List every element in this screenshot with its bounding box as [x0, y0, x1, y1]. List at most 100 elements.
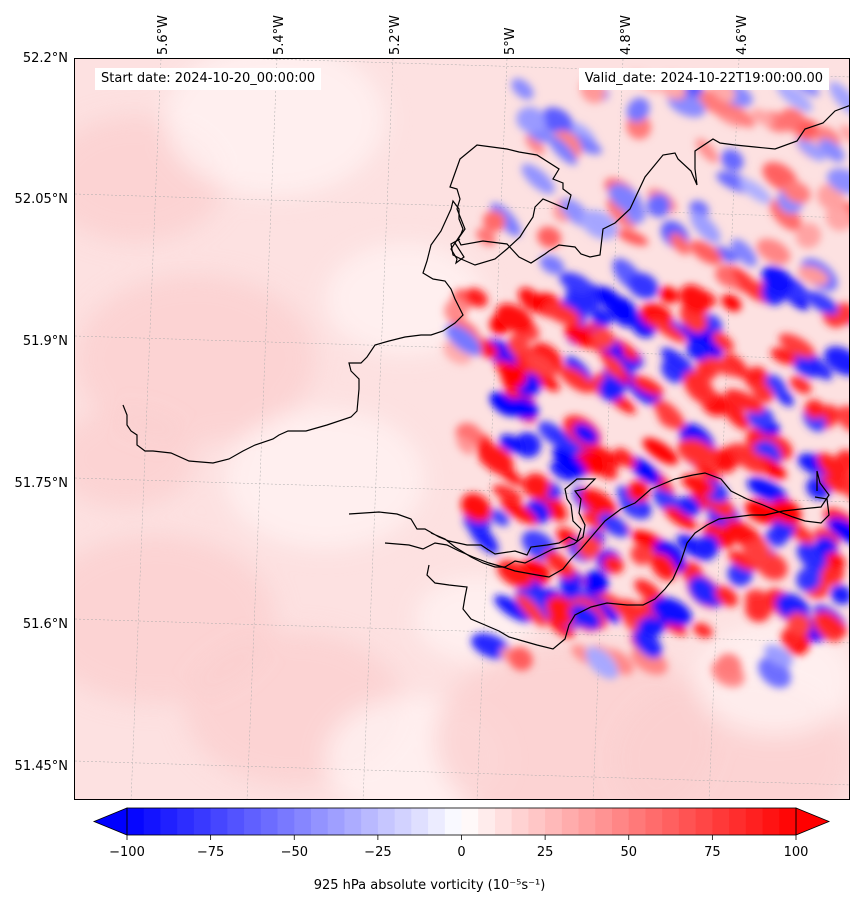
- background-patch: [325, 243, 485, 355]
- negative-vorticity-cell: [827, 168, 849, 195]
- negative-vorticity-cell: [829, 81, 849, 115]
- negative-vorticity-cell: [580, 210, 618, 240]
- colorbar-band: [729, 808, 747, 835]
- positive-vorticity-cell: [543, 302, 581, 326]
- negative-vorticity-cell: [616, 485, 646, 518]
- colorbar-band: [478, 808, 496, 835]
- positive-vorticity-cell: [634, 579, 663, 603]
- colorbar-tick-neg50: −50: [280, 845, 309, 860]
- positive-vorticity-cell: [797, 265, 829, 286]
- colorbar-band: [595, 808, 613, 835]
- negative-vorticity-cell: [660, 347, 696, 377]
- positive-vorticity-cell: [789, 376, 812, 394]
- positive-vorticity-cell: [537, 226, 562, 249]
- positive-vorticity-cell: [669, 233, 691, 255]
- latitude-gridline: [75, 618, 849, 644]
- colorbar-band: [277, 808, 295, 835]
- positive-vorticity-cell: [456, 436, 475, 455]
- positive-vorticity-cell: [743, 539, 771, 566]
- colorbar-band: [260, 808, 279, 835]
- positive-vorticity-cell: [482, 210, 506, 233]
- negative-vorticity-cell: [721, 149, 744, 172]
- negative-vorticity-cell: [688, 575, 718, 606]
- negative-vorticity-cell: [628, 456, 661, 485]
- positive-vorticity-cell: [464, 288, 488, 308]
- negative-vorticity-cell: [445, 324, 482, 356]
- positive-vorticity-cell: [756, 238, 791, 265]
- positive-vorticity-cell: [602, 555, 624, 574]
- positive-vorticity-cell: [617, 229, 649, 246]
- positive-vorticity-cell: [584, 445, 621, 469]
- positive-vorticity-cell: [495, 303, 534, 334]
- negative-vorticity-cell: [810, 359, 833, 380]
- positive-vorticity-cell: [690, 240, 723, 265]
- negative-vorticity-cell: [547, 134, 578, 166]
- colorbar-band: [712, 808, 730, 835]
- positive-vorticity-cell: [683, 370, 715, 405]
- positive-vorticity-cell: [778, 333, 816, 359]
- colorbar-band: [244, 808, 262, 835]
- positive-vorticity-cell: [751, 382, 774, 403]
- colorbar-band: [227, 808, 245, 835]
- colorbar-tick-0: 0: [457, 845, 466, 860]
- positive-vorticity-cell: [659, 286, 679, 304]
- start-date-label: Start date: 2024-10-20_00:00:00: [95, 68, 322, 90]
- background-patch: [165, 59, 385, 196]
- coastline-gower: [426, 470, 830, 650]
- coastline-wales: [122, 199, 465, 464]
- positive-vorticity-cell: [677, 438, 717, 467]
- colorbar-tick-neg75: −75: [196, 845, 225, 860]
- positive-vorticity-cell: [796, 119, 819, 141]
- colorbar-band: [428, 808, 446, 835]
- negative-vorticity-cell: [516, 106, 546, 133]
- positive-vorticity-cell: [497, 560, 533, 588]
- negative-vorticity-cell: [830, 584, 849, 605]
- negative-vorticity-cell: [539, 255, 565, 275]
- positive-vorticity-cell: [783, 181, 811, 204]
- colorbar-band: [578, 808, 596, 835]
- positive-vorticity-cell: [650, 552, 677, 581]
- lat-label-51-45: 51.45°N: [14, 759, 68, 774]
- positive-vorticity-cell: [706, 356, 738, 377]
- negative-vorticity-cell: [713, 246, 739, 263]
- negative-vorticity-cell: [651, 597, 692, 626]
- lat-label-52-05: 52.05°N: [14, 192, 68, 207]
- positive-vorticity-cell: [614, 447, 636, 469]
- colorbar-band: [294, 808, 312, 835]
- positive-vorticity-cell: [722, 353, 749, 379]
- latitude-gridline: [75, 477, 849, 503]
- colorbar-band: [762, 808, 780, 835]
- positive-vorticity-cell: [508, 646, 533, 671]
- positive-vorticity-cell: [839, 125, 849, 145]
- colorbar-band: [662, 808, 680, 835]
- positive-vorticity-cell: [836, 405, 849, 433]
- vorticity-field: [75, 59, 849, 799]
- positive-vorticity-cell: [730, 443, 767, 474]
- positive-vorticity-cell: [724, 389, 764, 414]
- positive-vorticity-cell: [544, 550, 575, 579]
- colorbar-band: [779, 808, 797, 835]
- negative-vorticity-cell: [693, 331, 723, 359]
- colorbar-band: [511, 808, 529, 835]
- negative-vorticity-cell: [796, 567, 821, 592]
- positive-vorticity-cell: [821, 473, 848, 493]
- positive-vorticity-cell: [591, 328, 615, 350]
- negative-vorticity-cell: [806, 291, 839, 315]
- positive-vorticity-cell: [731, 267, 763, 299]
- positive-vorticity-cell: [577, 535, 602, 560]
- colorbar-tick-75: 75: [704, 845, 721, 860]
- positive-vorticity-cell: [679, 284, 711, 315]
- negative-vorticity-cell: [569, 604, 601, 630]
- positive-vorticity-cell: [516, 593, 547, 627]
- negative-vorticity-cell: [559, 272, 593, 294]
- colorbar-band: [327, 808, 345, 835]
- vorticity-cells: [443, 71, 849, 688]
- coastline-south: [348, 478, 597, 568]
- positive-vorticity-cell: [769, 199, 802, 232]
- positive-vorticity-cell: [770, 347, 797, 365]
- positive-vorticity-cell: [681, 474, 715, 495]
- negative-vorticity-cell: [746, 477, 788, 504]
- colorbar-tick-100: 100: [783, 845, 809, 860]
- negative-vorticity-cell: [818, 138, 845, 163]
